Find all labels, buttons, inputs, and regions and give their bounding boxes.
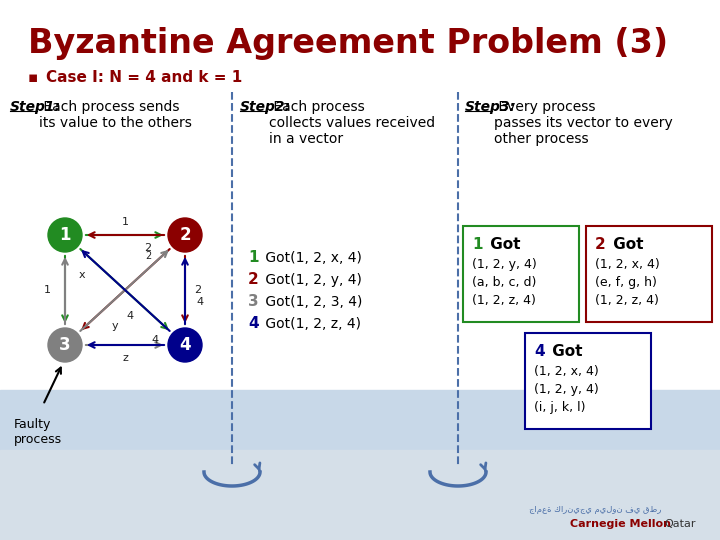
- Text: (1, 2, y, 4): (1, 2, y, 4): [472, 258, 536, 271]
- Text: (e, f, g, h): (e, f, g, h): [595, 276, 657, 289]
- Text: Got(1, 2, 3, 4): Got(1, 2, 3, 4): [261, 295, 362, 309]
- Text: Got(1, 2, x, 4): Got(1, 2, x, 4): [261, 251, 362, 265]
- Text: Case I: N = 4 and k = 1: Case I: N = 4 and k = 1: [46, 71, 242, 85]
- Text: Step2:: Step2:: [240, 100, 291, 114]
- Text: 2: 2: [145, 243, 152, 253]
- Text: Faulty
process: Faulty process: [14, 418, 62, 446]
- Text: 4: 4: [179, 336, 191, 354]
- Circle shape: [168, 218, 202, 252]
- Text: Got(1, 2, z, 4): Got(1, 2, z, 4): [261, 317, 361, 331]
- Text: 1: 1: [43, 285, 50, 295]
- Text: Every process
passes its vector to every
other process: Every process passes its vector to every…: [494, 100, 672, 146]
- FancyBboxPatch shape: [525, 333, 651, 429]
- Text: y: y: [112, 321, 118, 331]
- Circle shape: [48, 218, 82, 252]
- Text: ▪: ▪: [28, 71, 38, 85]
- Text: Byzantine Agreement Problem (3): Byzantine Agreement Problem (3): [28, 28, 668, 60]
- FancyBboxPatch shape: [463, 226, 579, 322]
- Text: Qatar: Qatar: [665, 519, 696, 529]
- Text: z: z: [122, 353, 128, 363]
- Text: (i, j, k, l): (i, j, k, l): [534, 401, 585, 414]
- Text: 1: 1: [59, 226, 71, 244]
- Circle shape: [168, 328, 202, 362]
- Text: Step1:: Step1:: [10, 100, 61, 114]
- Text: 2: 2: [145, 251, 151, 261]
- Text: 2: 2: [194, 285, 202, 295]
- Text: Got: Got: [547, 344, 582, 359]
- Text: 3: 3: [59, 336, 71, 354]
- Text: (a, b, c, d): (a, b, c, d): [472, 276, 536, 289]
- Text: 4: 4: [127, 311, 134, 321]
- Text: (1, 2, x, 4): (1, 2, x, 4): [595, 258, 660, 271]
- Text: 4: 4: [248, 316, 258, 332]
- Text: 4: 4: [197, 297, 204, 307]
- FancyBboxPatch shape: [586, 226, 712, 322]
- Text: Step3:: Step3:: [465, 100, 516, 114]
- Text: 1: 1: [248, 251, 258, 266]
- Text: x: x: [78, 270, 85, 280]
- Text: 2: 2: [595, 237, 606, 252]
- Text: Got: Got: [485, 237, 521, 252]
- Circle shape: [48, 328, 82, 362]
- Text: Each process
collects values received
in a vector: Each process collects values received in…: [269, 100, 435, 146]
- Bar: [0, 390, 720, 540]
- Text: (1, 2, z, 4): (1, 2, z, 4): [595, 294, 659, 307]
- Text: (1, 2, x, 4): (1, 2, x, 4): [534, 365, 599, 378]
- Text: 1: 1: [122, 217, 128, 227]
- Text: 4: 4: [151, 335, 158, 345]
- Text: 3: 3: [248, 294, 258, 309]
- Text: 2: 2: [248, 273, 258, 287]
- Text: (1, 2, z, 4): (1, 2, z, 4): [472, 294, 536, 307]
- Text: (1, 2, y, 4): (1, 2, y, 4): [534, 383, 599, 396]
- Text: Each process sends
its value to the others: Each process sends its value to the othe…: [39, 100, 192, 130]
- Text: 4: 4: [534, 344, 544, 359]
- Text: Carnegie Mellon: Carnegie Mellon: [570, 519, 670, 529]
- Text: جامعة كارنيجي ميلون في قطر: جامعة كارنيجي ميلون في قطر: [528, 505, 661, 515]
- Bar: [0, 450, 720, 540]
- Text: 2: 2: [179, 226, 191, 244]
- Text: 1: 1: [472, 237, 482, 252]
- Text: Got: Got: [608, 237, 644, 252]
- Text: Got(1, 2, y, 4): Got(1, 2, y, 4): [261, 273, 362, 287]
